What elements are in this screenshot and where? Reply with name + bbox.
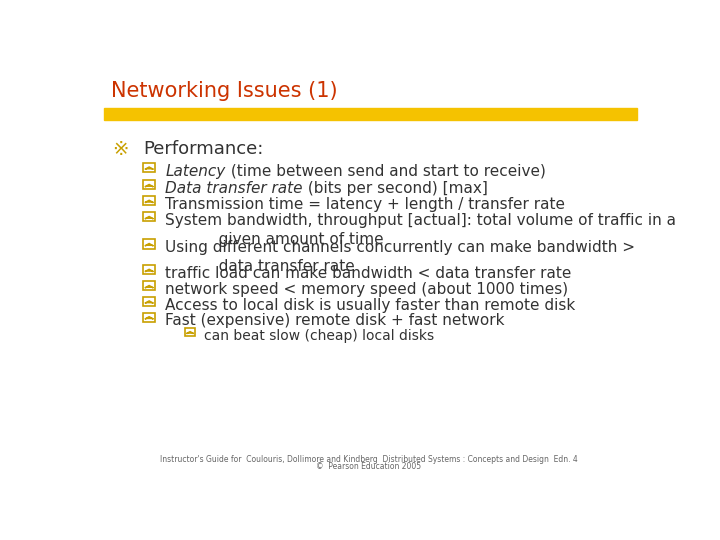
- FancyArrow shape: [145, 217, 153, 219]
- FancyArrow shape: [145, 244, 153, 246]
- Text: System bandwidth, throughput [actual]: total volume of traffic in a
           g: System bandwidth, throughput [actual]: t…: [166, 213, 676, 247]
- FancyArrow shape: [145, 200, 153, 202]
- Text: Latency: Latency: [166, 164, 225, 179]
- FancyArrow shape: [186, 332, 194, 334]
- FancyBboxPatch shape: [143, 163, 156, 172]
- Text: (time between send and start to receive): (time between send and start to receive): [225, 164, 546, 179]
- Text: Fast (expensive) remote disk + fast network: Fast (expensive) remote disk + fast netw…: [166, 313, 505, 328]
- Text: can beat slow (cheap) local disks: can beat slow (cheap) local disks: [204, 329, 434, 343]
- FancyArrow shape: [145, 301, 153, 303]
- FancyBboxPatch shape: [143, 281, 156, 291]
- FancyBboxPatch shape: [143, 180, 156, 190]
- FancyBboxPatch shape: [185, 328, 195, 336]
- FancyBboxPatch shape: [143, 239, 156, 248]
- FancyArrow shape: [145, 167, 153, 169]
- FancyArrow shape: [145, 185, 153, 187]
- FancyArrow shape: [145, 269, 153, 272]
- Text: network speed < memory speed (about 1000 times): network speed < memory speed (about 1000…: [166, 282, 569, 297]
- FancyBboxPatch shape: [143, 212, 156, 221]
- FancyArrow shape: [145, 286, 153, 288]
- Text: Transmission time = latency + length / transfer rate: Transmission time = latency + length / t…: [166, 197, 565, 212]
- FancyBboxPatch shape: [143, 265, 156, 274]
- Text: ©  Pearson Education 2005: © Pearson Education 2005: [316, 462, 422, 471]
- Text: Using different channels concurrently can make bandwidth >
           data trans: Using different channels concurrently ca…: [166, 240, 635, 274]
- Text: Data transfer rate: Data transfer rate: [166, 181, 303, 196]
- Text: Networking Issues (1): Networking Issues (1): [111, 82, 338, 102]
- Text: Access to local disk is usually faster than remote disk: Access to local disk is usually faster t…: [166, 298, 575, 313]
- Text: Performance:: Performance:: [143, 140, 264, 158]
- FancyBboxPatch shape: [143, 196, 156, 205]
- Text: Instructor's Guide for  Coulouris, Dollimore and Kindberg  Distributed Systems :: Instructor's Guide for Coulouris, Dollim…: [160, 455, 578, 464]
- Bar: [104, 108, 637, 120]
- Text: ※: ※: [112, 140, 129, 159]
- FancyBboxPatch shape: [143, 297, 156, 306]
- FancyBboxPatch shape: [143, 313, 156, 322]
- FancyArrow shape: [145, 316, 153, 319]
- Text: traffic load can make bandwidth < data transfer rate: traffic load can make bandwidth < data t…: [166, 266, 572, 281]
- Text: (bits per second) [max]: (bits per second) [max]: [303, 181, 487, 196]
